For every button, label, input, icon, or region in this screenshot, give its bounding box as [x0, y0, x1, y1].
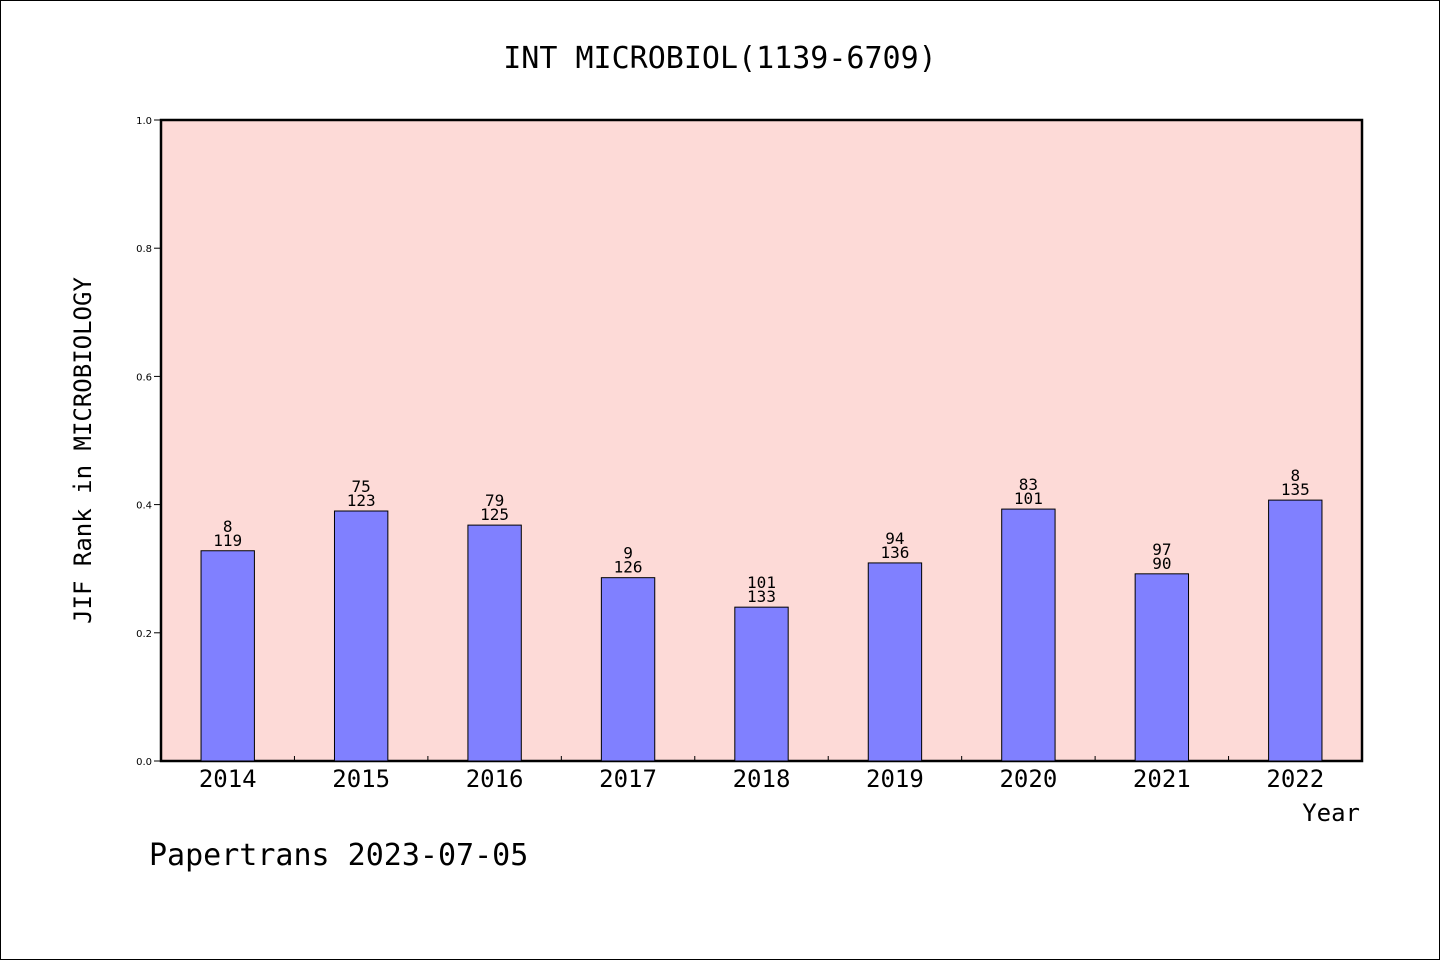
bar-total-label: 101 — [1014, 489, 1043, 508]
bar-2019 — [867, 562, 923, 762]
y-tick-label: 0.4 — [136, 501, 152, 512]
bar-rank-label: 75 — [352, 477, 371, 496]
footer-text: Papertrans 2023-07-05 — [149, 838, 528, 873]
y-axis: 0.0 0.2 0.4 0.6 0.8 1.0 — [136, 116, 161, 768]
bar-total-label: 90 — [1152, 554, 1171, 573]
x-tick-label: 2019 — [866, 765, 924, 793]
bar-rank-label: 8 — [1290, 466, 1300, 485]
y-tick-label: 0.0 — [136, 757, 152, 768]
y-tick-label: 0.2 — [136, 629, 152, 640]
bar-2021 — [1134, 573, 1190, 762]
bar-total-label: 133 — [747, 587, 776, 606]
bar-total-label: 123 — [347, 491, 376, 510]
y-tick-label: 0.8 — [136, 244, 152, 255]
bar-2018 — [734, 606, 789, 762]
y-tick-label: 1.0 — [136, 116, 152, 127]
bar-total-label: 125 — [480, 505, 509, 524]
bar-rank-label: 9 — [623, 544, 633, 563]
x-tick-label: 2021 — [1133, 765, 1191, 793]
y-axis-label: JIF Rank in MICROBIOLOGY — [69, 277, 97, 624]
y-tick-label: 0.6 — [136, 372, 152, 383]
bar-2020 — [1001, 508, 1056, 762]
x-axis-label: Year — [1302, 799, 1360, 827]
bar-total-label: 119 — [213, 531, 242, 550]
bar-total-label: 126 — [614, 558, 643, 577]
bar-rank-label: 83 — [1019, 475, 1038, 494]
bar-2014 — [200, 550, 255, 762]
x-tick-label: 2016 — [466, 765, 524, 793]
chart-title: INT MICROBIOL(1139-6709) — [503, 41, 936, 76]
bar-2016 — [467, 524, 522, 762]
x-tick-label: 2015 — [332, 765, 390, 793]
x-tick-label: 2022 — [1266, 765, 1324, 793]
bar-rank-label: 94 — [885, 529, 904, 548]
bar-rank-label: 101 — [747, 573, 776, 592]
bar-rank-label: 97 — [1152, 540, 1171, 559]
x-tick-label: 2014 — [199, 765, 257, 793]
x-tick-label: 2018 — [733, 765, 791, 793]
x-tick-label: 2020 — [999, 765, 1057, 793]
bar-total-label: 135 — [1281, 480, 1310, 499]
bar-2015 — [333, 510, 389, 762]
x-tick-label: 2017 — [599, 765, 657, 793]
bar-2022 — [1268, 499, 1323, 762]
x-axis: 2014 2015 2016 2017 2018 2019 2020 2021 2022 — [199, 756, 1324, 793]
bar-2017 — [600, 577, 656, 762]
bar-rank-label: 8 — [223, 517, 233, 536]
bar-rank-label: 79 — [485, 491, 504, 510]
bar-total-label: 136 — [880, 543, 909, 562]
